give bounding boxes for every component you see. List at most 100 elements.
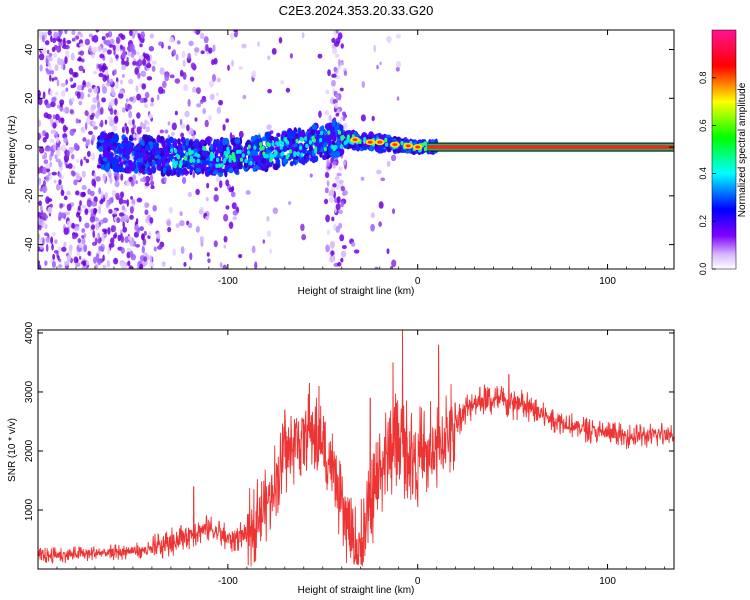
noise-speckle — [113, 109, 118, 115]
noise-speckle — [41, 47, 47, 55]
noise-speckle — [57, 255, 60, 261]
noise-speckle — [62, 107, 66, 113]
noise-speckle — [105, 201, 110, 209]
noise-speckle — [50, 148, 54, 157]
noise-speckle — [149, 33, 155, 39]
noise-speckle — [174, 110, 178, 116]
noise-speckle — [126, 181, 130, 186]
noise-speckle — [132, 174, 137, 181]
trace-highlight — [170, 148, 174, 153]
trace-highlight — [188, 151, 192, 156]
noise-speckle — [180, 132, 185, 138]
trace-blob — [125, 153, 130, 161]
noise-speckle — [164, 129, 169, 134]
noise-speckle — [109, 57, 114, 64]
noise-speckle — [58, 179, 62, 186]
trace-highlight — [340, 144, 344, 149]
noise-speckle — [128, 265, 133, 269]
noise-speckle — [126, 198, 130, 207]
noise-speckle — [119, 89, 125, 94]
noise-speckle — [122, 221, 125, 229]
trace-blob — [195, 167, 202, 173]
noise-speckle — [121, 205, 126, 211]
noise-speckle — [195, 87, 201, 95]
noise-speckle — [285, 87, 291, 93]
noise-speckle — [38, 178, 42, 186]
noise-speckle — [337, 64, 342, 70]
noise-speckle — [70, 171, 76, 177]
noise-speckle — [80, 159, 83, 167]
noise-speckle — [300, 223, 305, 232]
noise-speckle — [60, 144, 67, 152]
colorbar-tick-label: 0.0 — [698, 263, 708, 276]
noise-speckle — [76, 91, 81, 99]
noise-speckle — [238, 66, 243, 71]
snr-series-line — [38, 330, 674, 567]
noise-speckle — [94, 237, 98, 246]
noise-speckle — [110, 237, 115, 245]
trace-blob — [165, 138, 170, 144]
noise-speckle — [68, 68, 74, 75]
trace-blob — [127, 159, 133, 166]
noise-speckle — [60, 82, 67, 87]
colorbar-gradient — [711, 29, 737, 270]
noise-speckle — [143, 252, 148, 258]
trace-blob — [368, 144, 375, 152]
noise-speckle — [212, 44, 216, 53]
noise-speckle — [229, 132, 233, 140]
noise-speckle — [232, 210, 238, 216]
noise-speckle — [80, 58, 85, 63]
noise-speckle — [195, 226, 200, 233]
noise-speckle — [181, 50, 186, 59]
noise-speckle — [136, 93, 142, 101]
noise-speckle — [92, 70, 98, 75]
noise-speckle — [222, 264, 228, 269]
trace-highlight — [271, 141, 275, 147]
noise-speckle — [73, 256, 79, 264]
noise-speckle — [225, 179, 230, 187]
noise-speckle — [50, 236, 54, 244]
noise-speckle — [47, 30, 52, 36]
noise-speckle — [230, 32, 234, 40]
noise-speckle — [47, 206, 53, 214]
noise-speckle — [57, 57, 62, 66]
snr-ytick-label: 4000 — [24, 321, 35, 344]
noise-speckle — [133, 30, 139, 35]
noise-speckle — [170, 131, 175, 136]
noise-speckle — [49, 74, 52, 82]
noise-speckle — [91, 120, 97, 126]
noise-speckle — [92, 230, 95, 238]
trace-highlight — [196, 153, 201, 158]
noise-speckle — [90, 224, 96, 230]
noise-speckle — [207, 47, 213, 54]
noise-speckle — [208, 115, 212, 121]
noise-speckle — [102, 173, 107, 182]
trace-highlight — [215, 163, 219, 169]
trace-blob — [347, 130, 352, 136]
noise-speckle — [53, 31, 59, 39]
noise-speckle — [54, 64, 59, 72]
noise-speckle — [339, 61, 345, 66]
trace-highlight — [269, 152, 273, 158]
noise-speckle — [99, 53, 105, 59]
noise-speckle — [89, 114, 94, 121]
noise-speckle — [132, 60, 137, 66]
trace-blob — [183, 170, 190, 175]
noise-speckle — [168, 36, 175, 43]
noise-speckle — [343, 70, 348, 77]
noise-speckle — [188, 127, 194, 136]
noise-speckle — [102, 62, 107, 71]
noise-speckle — [241, 43, 247, 49]
noise-speckle — [64, 44, 70, 50]
trace-highlight — [277, 142, 281, 147]
noise-speckle — [42, 179, 46, 187]
noise-speckle — [81, 184, 87, 191]
noise-speckle — [78, 119, 81, 124]
noise-speckle — [267, 55, 271, 61]
noise-speckle — [132, 133, 136, 139]
noise-speckle — [181, 176, 187, 184]
trace-peak-core — [392, 143, 398, 147]
trace-highlight — [296, 151, 300, 156]
noise-speckle — [88, 130, 94, 135]
noise-speckle — [199, 32, 205, 40]
